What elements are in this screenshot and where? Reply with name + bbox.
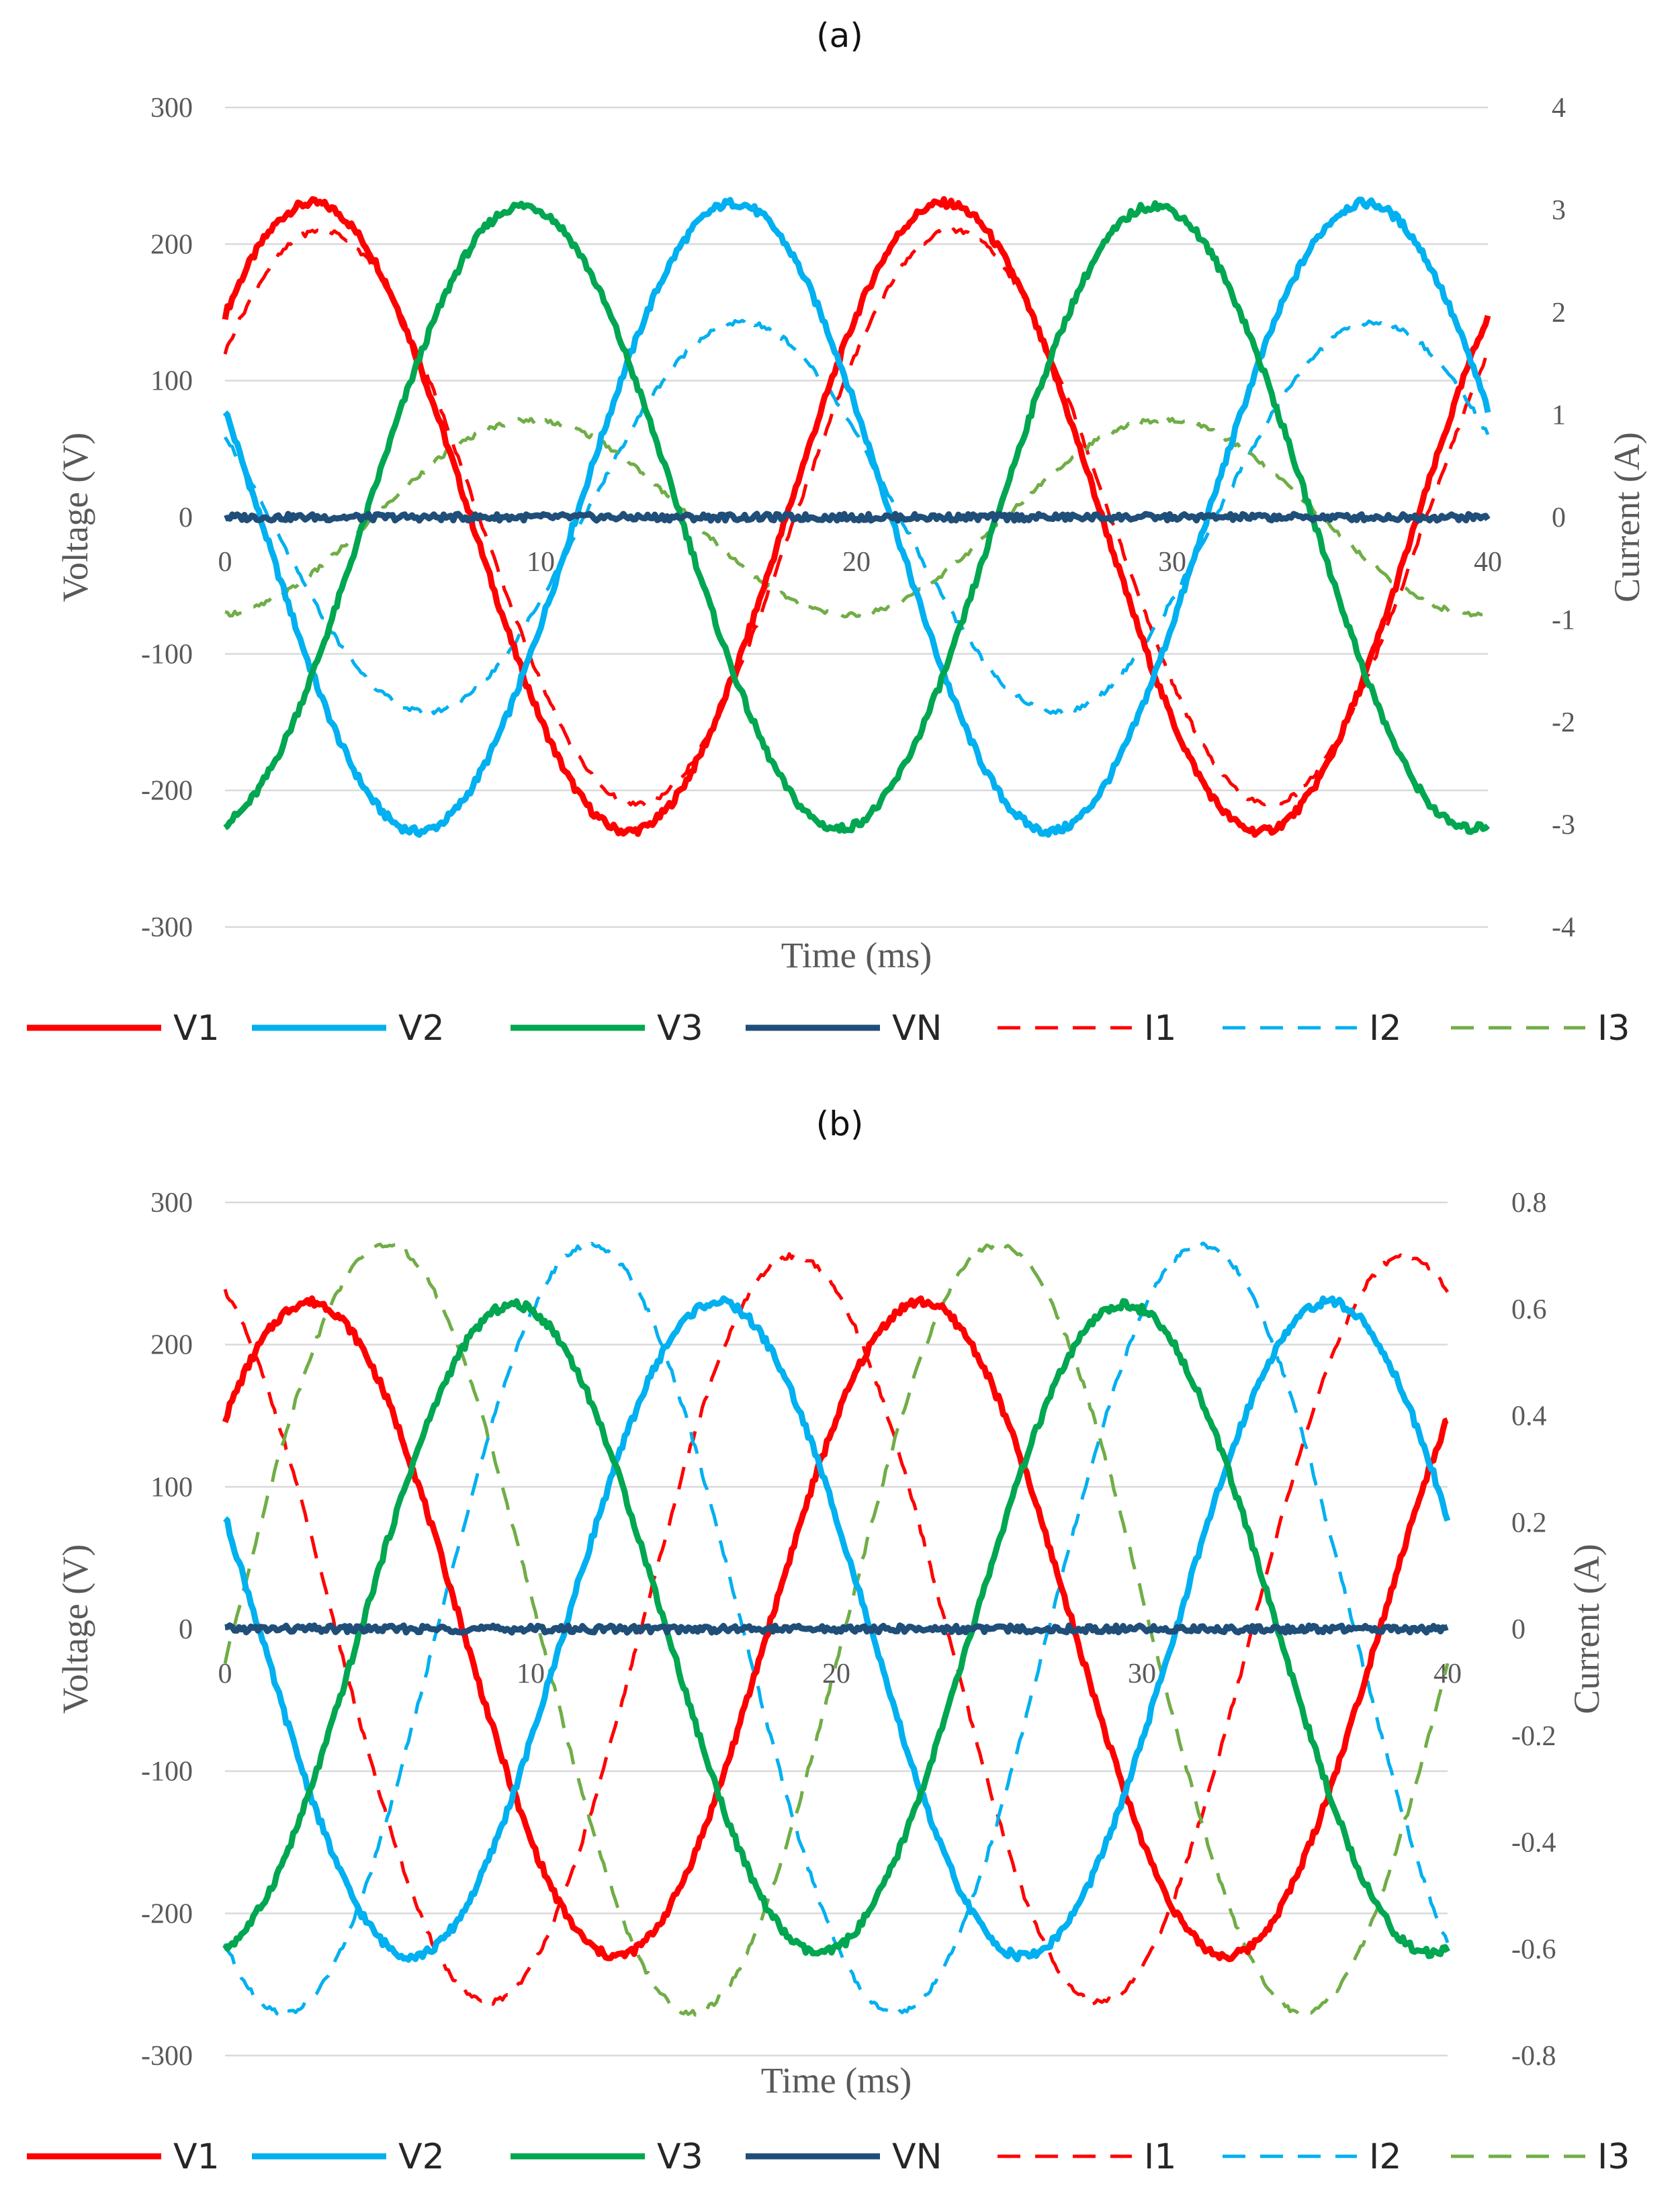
y2-tick-label: 0.6 [1511, 1294, 1547, 1325]
series-line-i3 [224, 416, 1489, 619]
chart-title: (b) [816, 1104, 864, 1143]
y2-tick-label: -0.6 [1511, 1934, 1556, 1965]
y2-tick-label: 0 [1552, 502, 1566, 533]
series-line-vn [224, 1622, 1449, 1636]
x-axis-title: Time (ms) [781, 935, 932, 975]
y-tick-label: -300 [141, 912, 193, 943]
legend-label-i3: I3 [1597, 1008, 1630, 1049]
x-tick-label: 30 [1128, 1659, 1156, 1689]
x-tick-label: 40 [1474, 547, 1502, 578]
y2-tick-label: -0.4 [1511, 1828, 1556, 1859]
y-tick-label: -200 [141, 776, 193, 807]
legend-label-i1: I1 [1144, 2137, 1176, 2177]
y-tick-label: 300 [150, 1188, 193, 1219]
legend-label-v1: V1 [173, 1008, 220, 1049]
series-line-i1 [223, 227, 1490, 807]
y2-tick-label: -1 [1552, 605, 1575, 636]
series-line-i1 [223, 1252, 1450, 2006]
chart-title: (a) [816, 16, 863, 55]
x-tick-label: 0 [218, 547, 232, 578]
series-line-v2 [223, 1295, 1451, 1963]
legend-label-vn: VN [892, 2137, 942, 2177]
legend-label-v3: V3 [657, 2137, 703, 2177]
y-tick-label: 100 [150, 1472, 193, 1503]
legend-label-vn: VN [892, 1008, 942, 1049]
y2-tick-label: -2 [1552, 707, 1575, 738]
y2-tick-label: 0.8 [1511, 1188, 1547, 1219]
series-line-v2 [222, 196, 1491, 838]
series-line-v1 [222, 195, 1491, 838]
series-line-i3 [223, 1241, 1450, 2017]
y-tick-label: -100 [141, 639, 193, 670]
y2-tick-label: -0.8 [1511, 2041, 1556, 2072]
y-tick-label: 0 [179, 1614, 193, 1645]
legend-label-v3: V3 [657, 1008, 703, 1049]
y2-tick-label: 4 [1552, 93, 1566, 124]
chart-panel-b: (b)3002001000-100-200-3000.80.60.40.20-0… [27, 1104, 1630, 2177]
legend-label-i2: I2 [1369, 2137, 1401, 2177]
legend-label-i2: I2 [1369, 1008, 1401, 1049]
x-tick-label: 10 [527, 547, 555, 578]
x-axis-title: Time (ms) [761, 2060, 912, 2101]
y-tick-label: 200 [150, 1330, 193, 1361]
legend-label-i3: I3 [1597, 2137, 1630, 2177]
y2-tick-label: 2 [1552, 298, 1566, 328]
legend-label-v1: V1 [173, 2137, 220, 2177]
y2-axis-title: Current (A) [1566, 1544, 1607, 1714]
series-line-v3 [223, 200, 1491, 835]
y2-tick-label: -0.2 [1511, 1721, 1556, 1752]
y2-axis-title: Current (A) [1607, 432, 1647, 602]
y2-tick-label: 0.2 [1511, 1507, 1547, 1538]
y-tick-label: -100 [141, 1757, 193, 1788]
x-tick-label: 20 [842, 547, 871, 578]
y-tick-label: 100 [150, 366, 193, 397]
x-tick-label: 0 [218, 1659, 232, 1689]
series-line-v3 [222, 1298, 1450, 1959]
legend-label-i1: I1 [1144, 1008, 1176, 1049]
y-tick-label: -300 [141, 2041, 193, 2072]
x-tick-label: 30 [1158, 547, 1186, 578]
x-tick-label: 10 [517, 1659, 545, 1689]
y-axis-title: Voltage (V) [55, 1544, 95, 1714]
y2-tick-label: 3 [1552, 195, 1566, 226]
y-tick-label: -200 [141, 1898, 193, 1929]
y2-tick-label: -4 [1552, 912, 1575, 943]
y2-tick-label: 1 [1552, 400, 1566, 431]
legend-label-v2: V2 [398, 2137, 445, 2177]
y-tick-label: 300 [150, 93, 193, 124]
y2-tick-label: 0.4 [1511, 1401, 1547, 1432]
legend-label-v2: V2 [398, 1008, 445, 1049]
y-tick-label: 200 [150, 229, 193, 260]
y2-tick-label: 0 [1511, 1614, 1526, 1645]
y-axis-title: Voltage (V) [55, 433, 95, 602]
y-tick-label: 0 [179, 502, 193, 533]
x-tick-label: 40 [1433, 1659, 1462, 1689]
series-line-v1 [222, 1295, 1449, 1962]
series-line-vn [224, 511, 1491, 524]
y2-tick-label: -3 [1552, 810, 1575, 841]
